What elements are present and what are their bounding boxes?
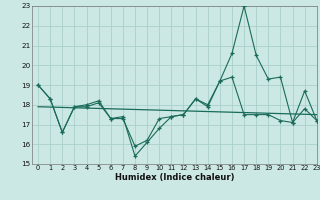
X-axis label: Humidex (Indice chaleur): Humidex (Indice chaleur) xyxy=(115,173,234,182)
